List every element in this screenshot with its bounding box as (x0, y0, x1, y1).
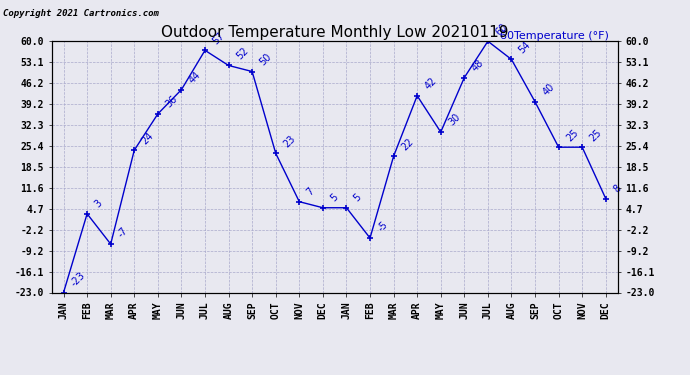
Text: Copyright 2021 Cartronics.com: Copyright 2021 Cartronics.com (3, 9, 159, 18)
Text: 7: 7 (305, 186, 316, 198)
Text: 60: 60 (493, 21, 509, 37)
Text: 54: 54 (517, 39, 533, 55)
Text: 50: 50 (257, 51, 273, 68)
Text: 42: 42 (423, 76, 439, 92)
Text: -7: -7 (116, 226, 130, 240)
Text: 52: 52 (234, 45, 250, 61)
Text: 22: 22 (399, 136, 415, 152)
Text: 8: 8 (611, 183, 622, 195)
Text: 24: 24 (140, 130, 156, 146)
Text: 40: 40 (540, 82, 556, 98)
Text: -23: -23 (69, 270, 88, 288)
Text: 23: 23 (282, 133, 297, 149)
Title: Outdoor Temperature Monthly Low 20210119: Outdoor Temperature Monthly Low 20210119 (161, 25, 509, 40)
Text: 5: 5 (328, 192, 340, 204)
Text: 60Temperature (°F): 60Temperature (°F) (500, 31, 609, 41)
Text: 3: 3 (92, 198, 104, 210)
Text: 57: 57 (210, 30, 226, 46)
Text: 30: 30 (446, 112, 462, 128)
Text: 5: 5 (352, 192, 364, 204)
Text: -5: -5 (375, 220, 390, 234)
Text: 48: 48 (470, 58, 486, 74)
Text: 36: 36 (164, 94, 179, 110)
Text: 25: 25 (588, 127, 604, 143)
Text: 25: 25 (564, 127, 580, 143)
Text: 44: 44 (187, 70, 203, 86)
